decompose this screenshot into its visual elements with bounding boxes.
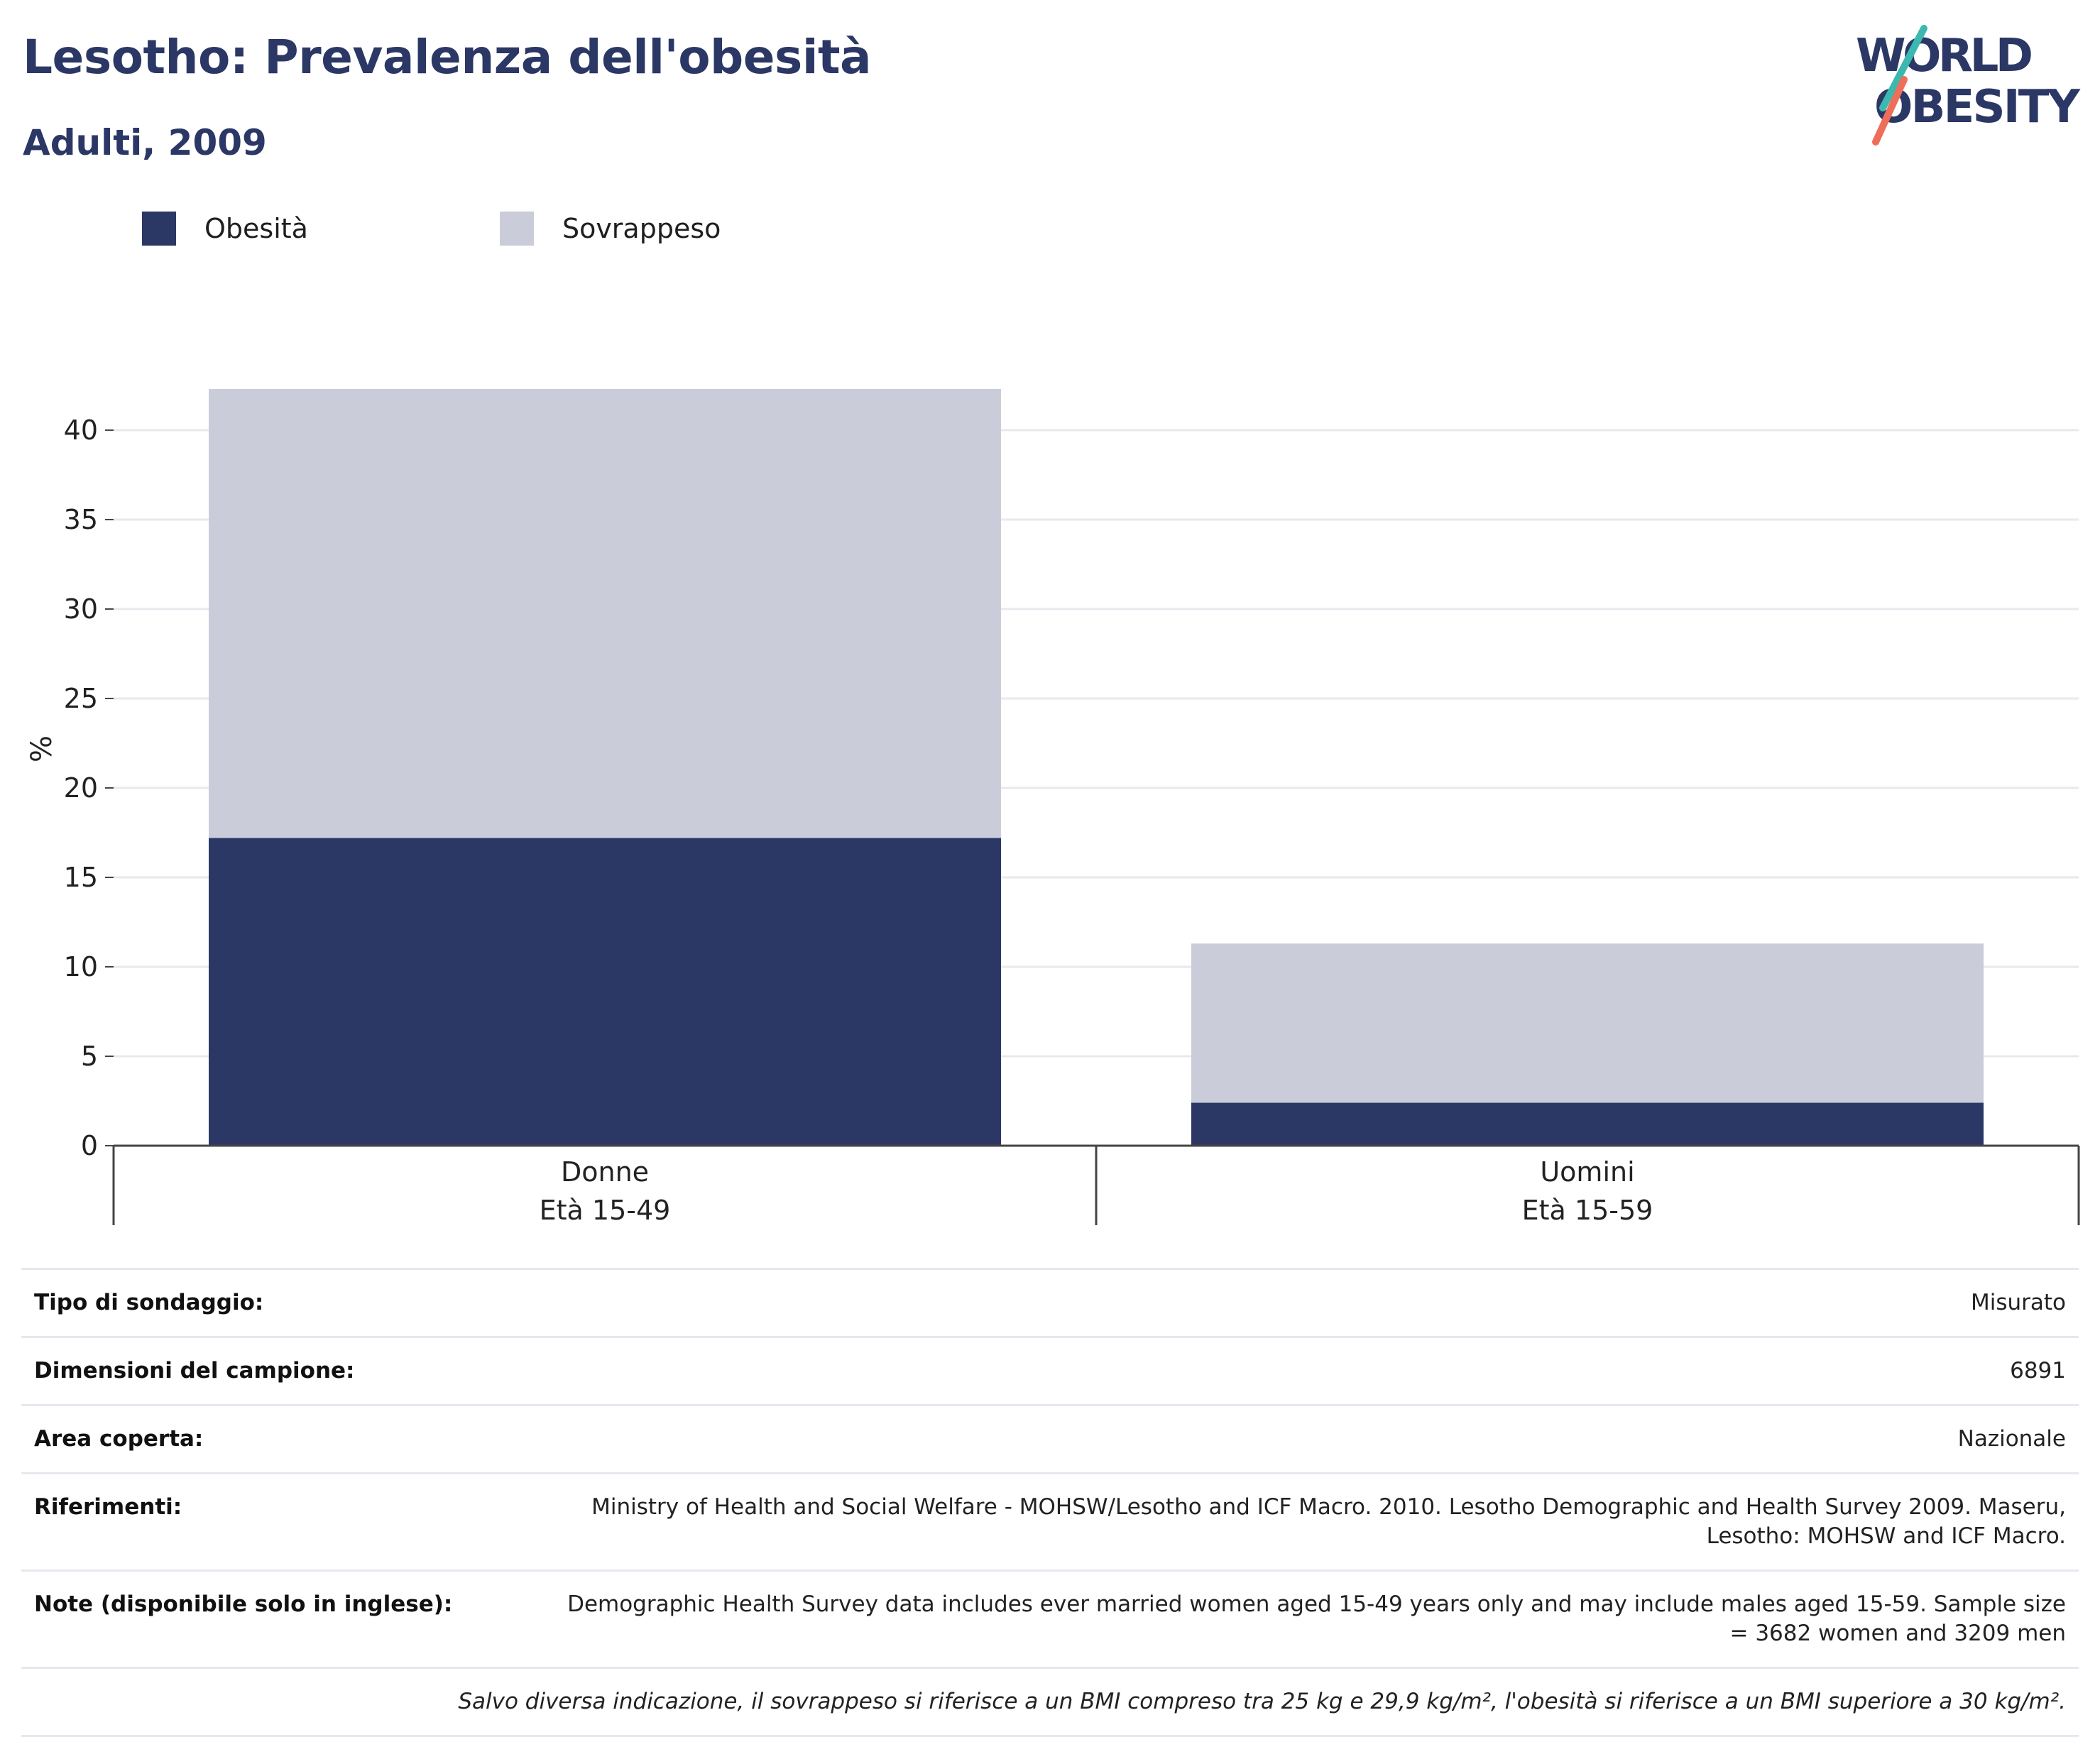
legend-item-obesity: Obesità <box>142 212 308 246</box>
x-category-label: Donne <box>561 1156 649 1188</box>
info-row: Tipo di sondaggio: Misurato <box>21 1268 2079 1337</box>
y-tick-label: 0 <box>81 1130 98 1161</box>
legend-swatch-overweight <box>499 212 534 246</box>
y-tick-label: 25 <box>64 683 98 714</box>
chart-bars <box>209 389 1984 1146</box>
info-value: Ministry of Health and Social Welfare - … <box>544 1472 2079 1571</box>
legend-item-overweight: Sovrappeso <box>499 212 721 246</box>
survey-info-table: Tipo di sondaggio: Misurato Dimensioni del… <box>21 1268 2079 1737</box>
info-key: Tipo di sondaggio: <box>21 1268 544 1337</box>
info-row: Note (disponibile solo in inglese): Demog… <box>21 1569 2079 1668</box>
world-obesity-logo: WORLDOBESITY <box>1856 25 2081 146</box>
x-category-sublabel: Età 15-59 <box>1522 1195 1653 1226</box>
y-tick-label: 30 <box>64 593 98 625</box>
y-tick-label: 10 <box>64 951 98 982</box>
y-tick-label: 40 <box>64 415 98 446</box>
bar-chart: 0 5 10 15 20 25 30 35 40 Donne Età 15-49 Uomini Età … <box>26 389 2080 1226</box>
footnote-row: Salvo diversa indicazione, il sovrappeso… <box>21 1667 2079 1737</box>
info-row: Area coperta: Nazionale <box>21 1404 2079 1474</box>
legend-label-overweight: Sovrappeso <box>562 213 721 244</box>
info-row: Riferimenti: Ministry of Health and Socia… <box>21 1472 2079 1571</box>
y-tick-label: 5 <box>81 1041 98 1072</box>
info-key: Dimensioni del campione: <box>21 1336 544 1406</box>
info-value: Misurato <box>544 1268 2079 1337</box>
y-tick-label: 20 <box>64 772 98 804</box>
info-key: Area coperta: <box>21 1404 544 1474</box>
chart-legend: Obesità Sovrappeso <box>142 212 784 246</box>
info-key: Riferimenti: <box>21 1472 544 1571</box>
info-value: Nazionale <box>544 1404 2079 1474</box>
y-axis-title: % <box>26 735 58 762</box>
bar-obesity-uomini <box>1191 1102 1984 1146</box>
bar-obesity-donne <box>209 838 1001 1146</box>
chart-title: Lesotho: Prevalenza dell'obesità <box>23 30 872 84</box>
x-category-sublabel: Età 15-49 <box>540 1195 671 1226</box>
footnote: Salvo diversa indicazione, il sovrappeso… <box>21 1667 2079 1737</box>
chart-axes: 0 5 10 15 20 25 30 35 40 Donne Età 15-49 Uomini Età … <box>26 415 2080 1226</box>
y-tick-label: 15 <box>64 862 98 893</box>
chart-subtitle: Adulti, 2009 <box>23 122 267 163</box>
bar-overweight-uomini <box>1191 943 1984 1103</box>
info-value: Demographic Health Survey data includes … <box>544 1569 2079 1668</box>
y-tick-label: 35 <box>64 504 98 535</box>
info-row: Dimensioni del campione: 6891 <box>21 1336 2079 1406</box>
bar-overweight-donne <box>209 389 1001 838</box>
x-category-label: Uomini <box>1540 1156 1634 1188</box>
legend-label-obesity: Obesità <box>204 213 308 244</box>
legend-swatch-obesity <box>142 212 176 246</box>
logo-text-obesity: OBESITY <box>1874 81 2081 133</box>
info-value: 6891 <box>544 1336 2079 1406</box>
logo-text-world: WORLD <box>1856 30 2033 82</box>
info-key: Note (disponibile solo in inglese): <box>21 1569 544 1668</box>
